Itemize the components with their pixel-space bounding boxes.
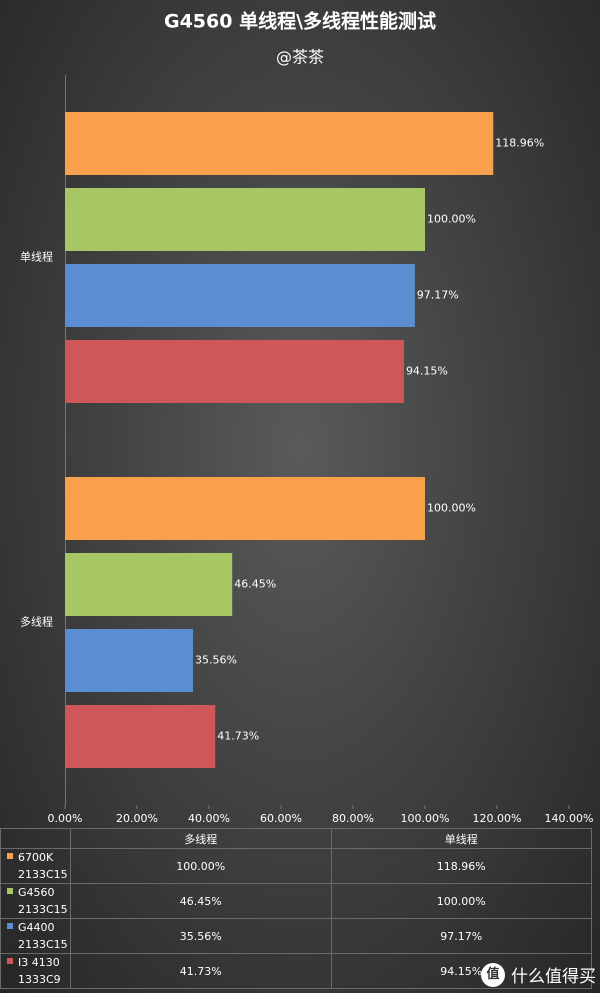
value-label: 118.96% — [495, 137, 544, 150]
table-row: I3 4130 1333C9 41.73% 94.15% — [0, 953, 592, 989]
bar — [65, 629, 194, 692]
table-value: 94.15% — [330, 953, 592, 989]
bar — [65, 553, 233, 616]
legend-swatch — [7, 888, 13, 894]
x-tick-label: 60.00% — [260, 812, 302, 825]
value-label: 94.15% — [406, 365, 448, 378]
x-tick-label: 80.00% — [332, 812, 374, 825]
bar — [65, 188, 425, 251]
legend-entry: G4400 2133C15 — [1, 919, 70, 953]
y-tick-label: 多线程 — [20, 615, 53, 629]
x-tick-label: 100.00% — [401, 812, 450, 825]
table-row: G4400 2133C15 35.56% 97.17% — [0, 918, 592, 954]
x-tick-label: 20.00% — [116, 812, 158, 825]
bar — [65, 264, 415, 327]
x-tick-label: 120.00% — [473, 812, 522, 825]
table-value: 118.96% — [330, 848, 592, 884]
chart-title: G4560 单线程\多线程性能测试 — [164, 10, 436, 33]
legend-label: 6700K 2133C15 — [18, 851, 68, 881]
legend-entry: 6700K 2133C15 — [1, 849, 70, 883]
table-row: G4560 2133C15 46.45% 100.00% — [0, 883, 592, 919]
bar — [65, 705, 216, 768]
value-label: 35.56% — [195, 654, 237, 667]
bar — [65, 477, 425, 540]
watermark-icon: 值 — [481, 962, 505, 987]
value-label: 100.00% — [427, 502, 476, 515]
legend-entry: G4560 2133C15 — [1, 884, 70, 918]
bar — [65, 112, 494, 175]
bar — [65, 340, 404, 403]
x-tick-label: 140.00% — [545, 812, 594, 825]
table-value: 35.56% — [70, 918, 332, 954]
legend-cell: 6700K 2133C15 — [0, 848, 71, 884]
legend-label: G4560 2133C15 — [18, 886, 68, 916]
legend-cell: G4400 2133C15 — [0, 918, 71, 954]
table-row: 6700K 2133C15 100.00% 118.96% — [0, 848, 592, 884]
legend-label: I3 4130 1333C9 — [18, 956, 61, 986]
watermark-text: 什么值得买 — [511, 967, 596, 987]
table-value: 100.00% — [70, 848, 332, 884]
y-tick-label: 单线程 — [20, 250, 53, 264]
chart-subtitle: @茶茶 — [276, 48, 324, 67]
data-table: 多线程 单线程 6700K 2133C15 100.00% 118.96% G4560 … — [0, 828, 592, 989]
table-value: 41.73% — [70, 953, 332, 989]
table-value: 97.17% — [330, 918, 592, 954]
chart: G4560 单线程\多线程性能测试 @茶茶 0.00% 20.00% 40.00% 6… — [20, 10, 594, 825]
table-header: 多线程 单线程 — [0, 828, 592, 849]
table-value: 46.45% — [70, 883, 332, 919]
table-value: 100.00% — [330, 883, 592, 919]
table-column-header: 多线程 — [70, 828, 332, 849]
table-corner — [0, 828, 71, 849]
legend-swatch — [7, 853, 13, 859]
x-tick-label: 0.00% — [48, 812, 83, 825]
x-tick-label: 40.00% — [188, 812, 230, 825]
legend-cell: G4560 2133C15 — [0, 883, 71, 919]
watermark: 值什么值得买 — [481, 962, 596, 987]
value-label: 46.45% — [234, 578, 276, 591]
legend-swatch — [7, 958, 13, 964]
value-label: 41.73% — [217, 730, 259, 743]
legend-cell: I3 4130 1333C9 — [0, 953, 71, 989]
legend-swatch — [7, 923, 13, 929]
legend-label: G4400 2133C15 — [18, 921, 68, 951]
legend-entry: I3 4130 1333C9 — [1, 954, 70, 988]
table-column-header: 单线程 — [330, 828, 592, 849]
value-label: 100.00% — [427, 213, 476, 226]
value-label: 97.17% — [417, 289, 459, 302]
